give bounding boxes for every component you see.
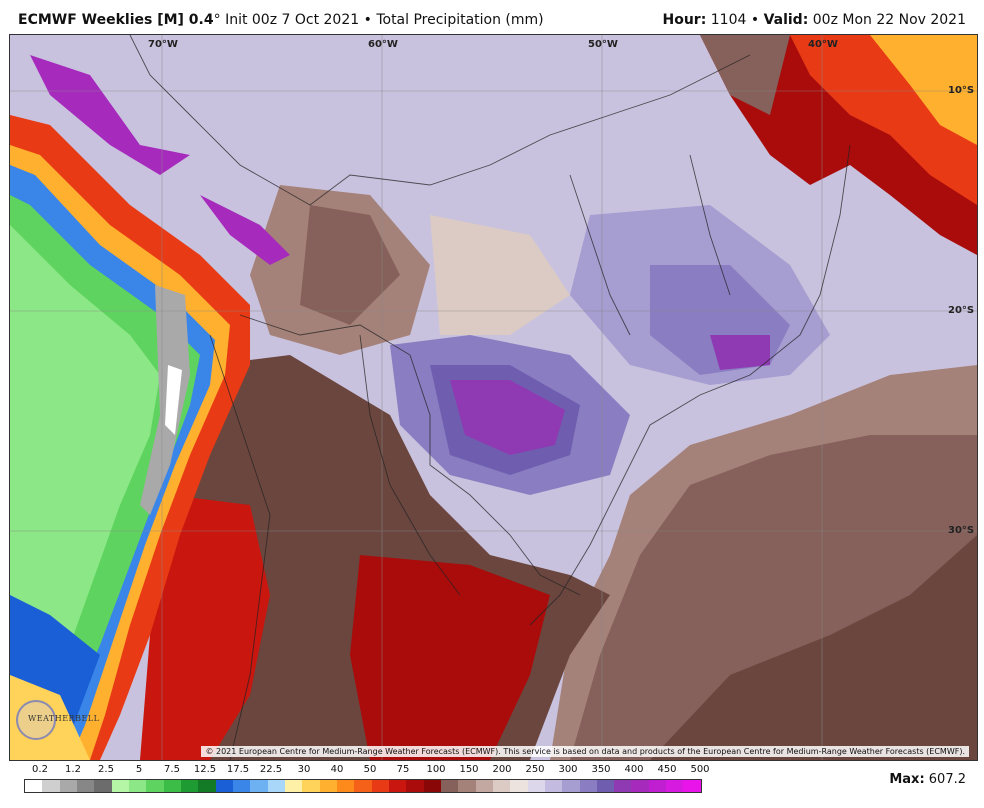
legend-swatch xyxy=(215,780,233,792)
legend-swatch xyxy=(492,780,511,792)
degree-symbol: ° xyxy=(213,12,221,28)
legend-swatch xyxy=(284,780,303,792)
valid-time-group: Hour: 1104 • Valid: 00z Mon 22 Nov 2021 xyxy=(662,12,966,28)
legend-swatch xyxy=(25,780,43,792)
legend-tick-label: 30 xyxy=(297,764,311,775)
legend-swatch xyxy=(94,780,112,792)
bullet-separator: • xyxy=(363,12,372,28)
legend-tick-label: 7.5 xyxy=(164,764,180,775)
legend-swatch xyxy=(614,780,632,792)
legend-tick-label: 5 xyxy=(135,764,143,775)
legend-swatch xyxy=(562,780,580,792)
init-time: Init 00z 7 Oct 2021 xyxy=(225,12,360,28)
legend-tick-label: 17.5 xyxy=(226,764,250,775)
legend-swatch xyxy=(354,780,372,792)
legend-swatch xyxy=(475,780,493,792)
legend-swatch xyxy=(596,780,615,792)
legend-tick-label: 0.2 xyxy=(32,764,48,775)
legend-swatch xyxy=(388,780,407,792)
lat-label-20s: 20°S xyxy=(948,305,975,316)
legend-swatch xyxy=(371,780,389,792)
legend-swatch xyxy=(423,780,441,792)
legend-tick-label: 40 xyxy=(330,764,344,775)
valid-label: Valid: xyxy=(763,12,809,28)
legend-swatch xyxy=(128,780,147,792)
legend-swatch xyxy=(163,780,181,792)
legend-swatch xyxy=(579,780,597,792)
legend-tick-label: 75 xyxy=(396,764,410,775)
legend-swatch xyxy=(59,780,77,792)
valid-value: 00z Mon 22 Nov 2021 xyxy=(812,12,966,28)
header-bar: ECMWF Weeklies [M] 0.4° Init 00z 7 Oct 2… xyxy=(0,0,984,34)
legend-swatch xyxy=(146,780,164,792)
legend-swatch xyxy=(42,780,60,792)
legend-tick-labels: 0.2 1.2 2.5 5 7.5 12.5 17.5 22.5 30 40 50 75 100 150 2… xyxy=(24,764,710,778)
logo-globe-icon xyxy=(16,700,56,740)
legend-swatch xyxy=(527,780,545,792)
hour-value: 1104 xyxy=(710,12,747,28)
legend-color-bar xyxy=(24,779,702,793)
legend-tick-label: 150 xyxy=(459,764,479,775)
legend-swatch xyxy=(440,780,459,792)
legend-tick-label: 500 xyxy=(690,764,710,775)
legend-swatch xyxy=(631,780,649,792)
legend-swatch xyxy=(544,780,563,792)
lon-label-70w: 70°W xyxy=(148,39,178,50)
color-legend: 0.2 1.2 2.5 5 7.5 12.5 17.5 22.5 30 40 50 75 100 150 2… xyxy=(24,762,710,802)
legend-swatch xyxy=(683,780,701,792)
legend-tick-label: 400 xyxy=(624,764,644,775)
max-number: 607.2 xyxy=(928,772,966,787)
precipitation-map: 70°W 60°W 50°W 40°W 10°S 20°S 30°S WEATH… xyxy=(9,34,978,761)
legend-swatch xyxy=(267,780,285,792)
legend-tick-label: 2.5 xyxy=(98,764,114,775)
legend-tick-label: 22.5 xyxy=(259,764,283,775)
legend-swatch xyxy=(458,780,476,792)
legend-tick-label: 250 xyxy=(525,764,545,775)
lon-label-50w: 50°W xyxy=(588,39,618,50)
bullet-separator-2: • xyxy=(750,12,760,28)
legend-swatch xyxy=(180,780,199,792)
legend-tick-label: 50 xyxy=(363,764,377,775)
hour-label: Hour: xyxy=(662,12,707,28)
legend-tick-label: 100 xyxy=(426,764,446,775)
legend-swatch xyxy=(406,780,424,792)
legend-tick-label: 200 xyxy=(492,764,512,775)
lat-label-10s: 10°S xyxy=(948,85,975,96)
lat-label-30s: 30°S xyxy=(948,525,975,536)
legend-swatch xyxy=(250,780,268,792)
legend-swatch xyxy=(336,780,355,792)
legend-swatch xyxy=(666,780,684,792)
legend-tick-label: 350 xyxy=(591,764,611,775)
weatherbell-logo: WEATHERBELL xyxy=(16,700,100,740)
legend-swatch xyxy=(648,780,667,792)
legend-tick-label: 300 xyxy=(558,764,578,775)
legend-tick-label: 12.5 xyxy=(193,764,217,775)
legend-swatch xyxy=(319,780,337,792)
field-name: Total Precipitation (mm) xyxy=(376,12,544,28)
legend-swatch xyxy=(510,780,528,792)
copyright-notice: © 2021 European Centre for Medium-Range … xyxy=(201,746,969,757)
legend-swatch xyxy=(232,780,251,792)
map-title: ECMWF Weeklies [M] 0.4° Init 00z 7 Oct 2… xyxy=(18,12,544,28)
logo-text: WEATHERBELL xyxy=(28,714,100,723)
map-canvas xyxy=(10,35,977,760)
legend-swatch xyxy=(198,780,216,792)
legend-swatch xyxy=(76,780,95,792)
legend-tick-label: 1.2 xyxy=(65,764,81,775)
lon-label-40w: 40°W xyxy=(808,39,838,50)
lon-label-60w: 60°W xyxy=(368,39,398,50)
max-value: Max: 607.2 xyxy=(889,772,966,787)
legend-tick-label: 450 xyxy=(657,764,677,775)
max-label: Max: xyxy=(889,772,925,787)
legend-swatch xyxy=(111,780,129,792)
legend-swatch xyxy=(302,780,320,792)
model-name: ECMWF Weeklies [M] 0.4 xyxy=(18,12,214,28)
